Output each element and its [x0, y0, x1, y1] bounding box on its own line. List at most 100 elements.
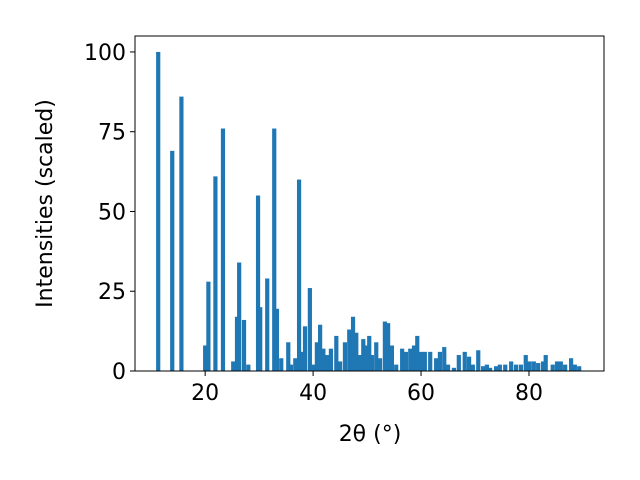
bar [367, 335, 372, 371]
x-tick-label: 40 [299, 381, 327, 406]
bar [350, 316, 356, 371]
bar [503, 364, 508, 371]
bar [286, 342, 291, 371]
bar [220, 128, 226, 371]
bar [213, 176, 218, 371]
bar [572, 364, 577, 371]
bar [279, 358, 284, 371]
bar [434, 358, 439, 371]
bar [347, 329, 352, 371]
bar [258, 307, 263, 371]
bar [577, 366, 582, 371]
bar [422, 351, 427, 371]
bar [563, 364, 568, 371]
bar [554, 361, 560, 371]
bar [300, 351, 305, 371]
bar [403, 351, 409, 371]
bar [311, 364, 316, 371]
x-tick-label: 20 [191, 381, 219, 406]
bar [543, 355, 548, 371]
bar [342, 342, 348, 371]
bar [558, 361, 563, 371]
bar [456, 355, 461, 371]
bar [234, 316, 240, 371]
bar [274, 308, 280, 371]
y-tick-label: 25 [98, 280, 126, 305]
bar [437, 351, 443, 371]
x-tick-label: 60 [407, 381, 435, 406]
bar [488, 367, 493, 371]
bar [354, 332, 359, 371]
bar [523, 355, 528, 371]
bar [321, 348, 326, 371]
bar [156, 51, 161, 371]
bar [334, 335, 339, 371]
bar [237, 262, 242, 371]
y-tick-label: 50 [98, 200, 126, 225]
bar [550, 364, 555, 371]
bar [361, 339, 366, 371]
bar [428, 351, 433, 371]
bar [509, 361, 514, 371]
bar [540, 361, 546, 371]
bar [246, 364, 251, 371]
y-axis-label: Intensities (scaled) [33, 99, 58, 308]
bar [363, 345, 369, 371]
bar [369, 355, 375, 371]
bar [318, 324, 323, 371]
y-tick-label: 100 [84, 41, 126, 66]
bar [302, 326, 308, 371]
bar [462, 351, 467, 371]
bar [337, 361, 343, 371]
bar [386, 323, 391, 371]
bar [296, 179, 302, 371]
bar [415, 335, 420, 371]
bar [325, 355, 330, 371]
bar [470, 364, 475, 371]
bar [357, 355, 363, 371]
bar [493, 366, 499, 371]
bar [293, 358, 298, 371]
bar [374, 342, 379, 371]
bar [307, 288, 312, 371]
bar [513, 364, 519, 371]
bar [481, 366, 486, 371]
plot-area [156, 51, 582, 371]
bar [265, 278, 270, 371]
bar [531, 361, 536, 371]
bar [497, 364, 502, 371]
bar [203, 345, 208, 371]
y-tick-label: 75 [98, 121, 126, 146]
bar [389, 345, 394, 371]
bar [476, 350, 481, 371]
bar [418, 351, 424, 371]
bar [377, 358, 383, 371]
bar [484, 364, 489, 371]
bar [272, 128, 277, 371]
bar [411, 345, 417, 371]
bar [466, 356, 472, 371]
bar [288, 364, 294, 371]
bar [408, 348, 413, 371]
axes-frame [134, 35, 605, 372]
bar [255, 195, 261, 371]
bar [179, 96, 184, 371]
x-axis-label: 2θ (°) [339, 422, 402, 447]
bar [394, 364, 399, 371]
bar [314, 342, 319, 371]
bar [328, 348, 334, 371]
bar [241, 319, 247, 371]
x-tick-label: 80 [515, 381, 543, 406]
bar [442, 347, 447, 371]
bar [231, 361, 236, 371]
bar [382, 321, 387, 371]
bar [445, 364, 451, 371]
y-tick-label: 0 [112, 360, 126, 385]
bar [400, 348, 405, 371]
bar [536, 363, 541, 371]
bar [527, 361, 532, 371]
bar [518, 364, 523, 371]
bar [568, 358, 574, 371]
bar [451, 367, 457, 371]
